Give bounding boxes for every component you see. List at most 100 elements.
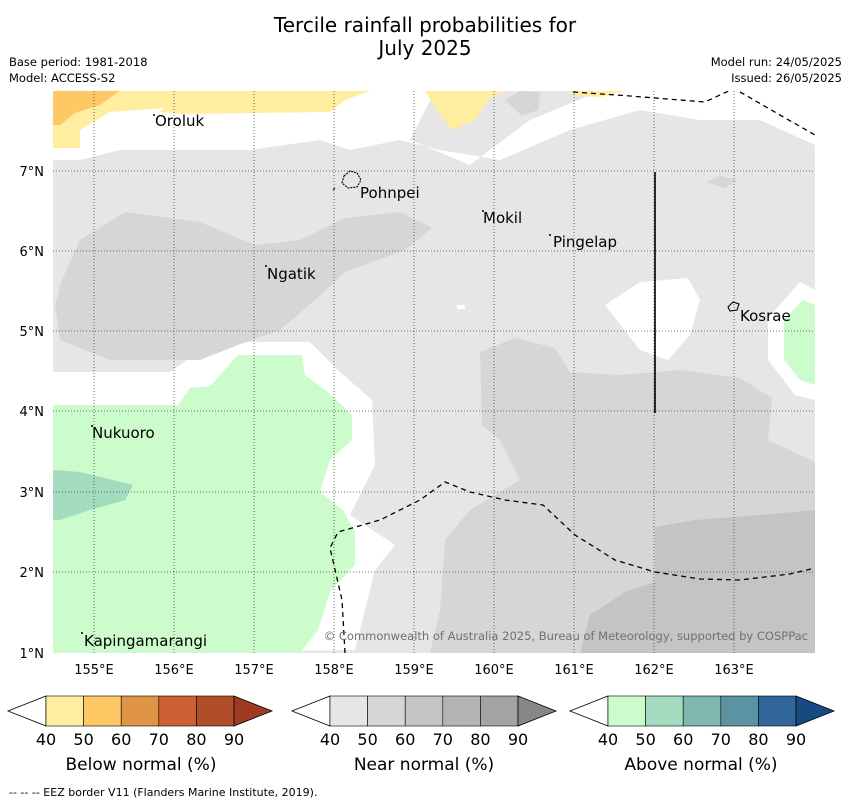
colorbar-near: 40 50 60 70 80 90 [290,695,558,749]
colorbar-segment [607,695,646,727]
colorbar-min-extension [290,695,331,727]
place-label-mokil: Mokil [483,209,522,227]
lon-label: 155°E [74,663,114,678]
meta-left: Base period: 1981-2018 Model: ACCESS-S2 [9,54,148,86]
colorbar-segment [158,695,197,727]
colorbar-title-near: Near normal (%) [353,755,495,775]
colorbar-segment [329,695,368,727]
model-run-label: Model run: 24/05/2025 [710,55,842,69]
colorbar-min-extension [6,695,47,727]
colorbar-tick-label: 50 [357,730,377,749]
title-line-2: July 2025 [378,36,472,60]
colorbar-tick-label: 40 [36,730,56,749]
place-label-ngatik: Ngatik [267,265,316,283]
lon-label: 160°E [474,663,514,678]
colorbar-tick-label: 90 [224,730,244,749]
colorbar-segment [45,695,84,727]
place-label-pingelap: Pingelap [553,233,617,251]
eez-footnote: -- -- -- EEZ border V11 (Flanders Marine… [9,786,318,799]
colorbar-tick-label: 50 [73,730,93,749]
colorbar-segment [682,695,722,727]
place-label-oroluk: Oroluk [155,112,204,130]
base-period-label: Base period: 1981-2018 [9,55,148,69]
colorbar-segment [83,695,122,727]
above-normal-40-east [784,300,815,385]
below-normal-40-patch-3 [425,91,505,130]
place-label-nukuoro: Nukuoro [92,424,155,442]
colorbar-max-extension [795,695,836,727]
colorbar-tick-label: 90 [508,730,528,749]
colorbar-segment [720,695,759,727]
colorbar-tick-label: 40 [320,730,340,749]
chart-title: Tercile rainfall probabilities for July … [0,14,850,60]
colorbar-min-extension [568,695,609,727]
colorbar-segment [758,695,797,727]
lon-label: 157°E [234,663,274,678]
colorbar-segment [367,695,406,727]
colorbar-tick-label: 80 [748,730,768,749]
lat-label: 6°N [20,245,45,260]
colorbar-tick-label: 60 [673,730,693,749]
colorbar-segment [196,695,235,727]
colorbars: 40 50 60 70 80 90 40 50 60 70 80 90 40 50 60 70 80 90 [6,695,836,749]
near-normal-50-north [505,91,540,116]
probability-fields: Oroluk Pohnpei Mokil Pingelap Ngatik Kos… [53,91,815,653]
model-label: Model: ACCESS-S2 [9,71,116,85]
lon-label: 158°E [314,663,354,678]
longitude-labels: 155°E 156°E 157°E 158°E 159°E 160°E 161°… [74,663,754,678]
lat-label: 7°N [20,165,45,180]
latitude-labels: 7°N 6°N 5°N 4°N 3°N 2°N 1°N [20,165,45,662]
lon-label: 161°E [554,663,594,678]
colorbar-tick-label: 80 [186,730,206,749]
eez-borders [329,91,815,653]
place-label-kosrae: Kosrae [740,307,791,325]
near-normal-50-west [55,212,432,360]
colorbar-tick-label: 70 [711,730,731,749]
issued-label: Issued: 26/05/2025 [731,71,842,85]
near-normal-50-small [706,176,738,188]
below-normal-50-patch [53,91,120,125]
above-normal-50-patch [53,470,133,520]
meta-right: Model run: 24/05/2025 Issued: 26/05/2025 [711,54,842,86]
below-normal-40-patch-1 [160,91,370,114]
white-dot [457,305,465,309]
colorbar-segment [404,695,444,727]
pohnpei-island-shape [341,170,362,189]
colorbar-tick-label: 60 [111,730,131,749]
colorbar-max-extension [517,695,558,727]
colorbar-below: 40 50 60 70 80 90 [6,695,274,749]
lat-label: 3°N [20,486,45,501]
lon-label: 156°E [154,663,194,678]
colorbar-max-extension [233,695,274,727]
title-line-1: Tercile rainfall probabilities for [273,13,577,37]
lat-label: 4°N [20,405,45,420]
lon-label: 162°E [634,663,674,678]
kosrae-island-shape [727,301,740,312]
colorbar-tick-label: 50 [635,730,655,749]
ant-atoll-mark [332,187,336,191]
above-normal-40-southwest [53,355,355,653]
place-label-pohnpei: Pohnpei [360,184,420,202]
lon-label: 163°E [714,663,754,678]
place-markers [81,114,551,634]
colorbar-segment [442,695,481,727]
copyright-text: © Commonwealth of Australia 2025, Bureau… [324,629,808,643]
lon-label: 159°E [394,663,434,678]
near-normal-60-southeast [580,510,815,653]
colorbar-segment [645,695,684,727]
lat-label: 1°N [20,647,45,662]
colorbar-title-below: Below normal (%) [65,755,217,775]
colorbar-segment [120,695,160,727]
colorbar-tick-label: 70 [433,730,453,749]
white-patch-kosrae-west [605,278,700,360]
colorbar-tick-label: 40 [598,730,618,749]
place-label-kapingamarangi: Kapingamarangi [84,632,207,650]
colorbar-tick-label: 60 [395,730,415,749]
colorbar-tick-label: 80 [470,730,490,749]
lat-label: 5°N [20,325,45,340]
colorbar-tick-label: 70 [149,730,169,749]
colorbar-tick-label: 90 [786,730,806,749]
lat-label: 2°N [20,566,45,581]
graticule [53,91,815,653]
